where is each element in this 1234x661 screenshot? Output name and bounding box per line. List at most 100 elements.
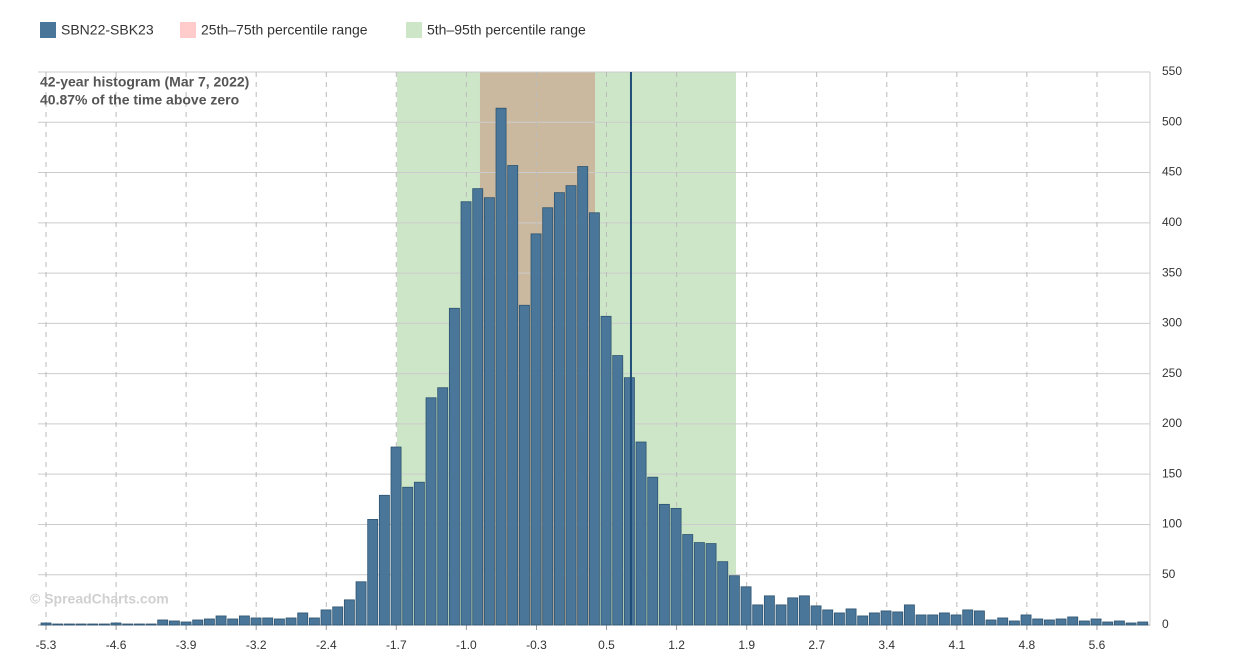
y-tick-label: 250	[1162, 366, 1182, 380]
legend-label: 25th–75th percentile range	[201, 22, 368, 38]
bar	[530, 233, 542, 626]
bar	[822, 609, 834, 626]
bar	[647, 476, 659, 626]
bar	[507, 165, 519, 626]
bar	[973, 610, 985, 626]
y-tick-label: 100	[1162, 517, 1182, 531]
bar	[1113, 620, 1125, 626]
bar	[203, 618, 215, 626]
bar	[343, 599, 355, 626]
x-tick-label: -2.4	[316, 638, 337, 652]
bar	[845, 608, 857, 626]
x-tick-label: -3.9	[176, 638, 197, 652]
x-tick-label: -1.0	[456, 638, 477, 652]
x-tick-label: 4.1	[949, 638, 966, 652]
bar	[437, 387, 449, 626]
bar	[460, 201, 472, 626]
bar	[915, 614, 927, 626]
bar	[215, 615, 227, 626]
bar	[553, 192, 565, 626]
bar	[1020, 614, 1032, 626]
bar	[927, 614, 939, 626]
legend-swatch	[40, 22, 56, 38]
bar	[40, 622, 52, 626]
bar	[378, 494, 390, 626]
y-tick-label: 400	[1162, 215, 1182, 229]
bar	[75, 623, 87, 626]
y-tick-label: 50	[1162, 567, 1176, 581]
bar	[1067, 616, 1079, 626]
bar	[273, 618, 285, 626]
bar	[1055, 618, 1067, 626]
annotation: 40.87% of the time above zero	[40, 92, 239, 108]
bar	[880, 610, 892, 626]
bar	[52, 623, 64, 626]
x-tick-label: 1.9	[738, 638, 755, 652]
bar	[693, 542, 705, 626]
bar	[448, 307, 460, 626]
y-tick-label: 200	[1162, 416, 1182, 430]
bar	[717, 561, 729, 626]
x-tick-label: 5.6	[1089, 638, 1106, 652]
x-tick-label: -0.3	[526, 638, 547, 652]
x-tick-label: 3.4	[878, 638, 895, 652]
x-tick-label: -4.6	[106, 638, 127, 652]
bar	[238, 615, 250, 626]
bar	[752, 604, 764, 626]
y-tick-label: 550	[1162, 64, 1182, 78]
bar	[227, 618, 239, 626]
bar	[985, 619, 997, 626]
bar	[472, 188, 484, 626]
y-tick-label: 0	[1162, 617, 1169, 631]
y-tick-label: 350	[1162, 265, 1182, 279]
y-tick-label: 500	[1162, 114, 1182, 128]
bar	[495, 107, 507, 626]
bar	[588, 212, 600, 626]
bar	[1102, 621, 1114, 626]
y-tick-label: 300	[1162, 316, 1182, 330]
bar	[483, 197, 495, 626]
bar	[262, 617, 274, 626]
bar	[798, 595, 810, 626]
bar	[390, 446, 402, 626]
bar	[110, 622, 122, 626]
x-tick-label: -1.7	[386, 638, 407, 652]
legend-swatch	[406, 22, 422, 38]
x-tick-label: -5.3	[36, 638, 57, 652]
bar	[1078, 620, 1090, 626]
bar	[868, 612, 880, 626]
bar	[565, 185, 577, 626]
bar	[122, 623, 134, 626]
bar	[775, 604, 787, 626]
bar	[612, 355, 624, 626]
bar	[892, 611, 904, 626]
bar	[787, 597, 799, 626]
bar	[157, 619, 169, 626]
bar	[705, 543, 717, 626]
bar	[1032, 618, 1044, 626]
legend-label: SBN22-SBK23	[61, 22, 154, 38]
plot: 0 50 100 150 200 250 300 350 400 450 500 550 -5.3 -4.…	[30, 64, 1182, 652]
bar	[1043, 619, 1055, 626]
bar	[355, 581, 367, 626]
bar	[658, 503, 670, 626]
bar	[950, 614, 962, 626]
annotation: 42-year histogram (Mar 7, 2022)	[40, 74, 249, 90]
x-tick-label: 2.7	[808, 638, 825, 652]
y-tick-label: 150	[1162, 466, 1182, 480]
bar	[297, 612, 309, 626]
bar	[320, 609, 332, 626]
bar	[623, 377, 635, 626]
bar	[425, 397, 437, 626]
bar	[87, 623, 99, 626]
watermark: © SpreadCharts.com	[30, 591, 169, 607]
bar	[133, 623, 145, 626]
bar	[833, 612, 845, 626]
bar	[192, 619, 204, 626]
bar	[1125, 622, 1137, 626]
bar	[997, 617, 1009, 626]
bar	[903, 604, 915, 626]
bar	[857, 615, 869, 626]
bar	[285, 617, 297, 626]
